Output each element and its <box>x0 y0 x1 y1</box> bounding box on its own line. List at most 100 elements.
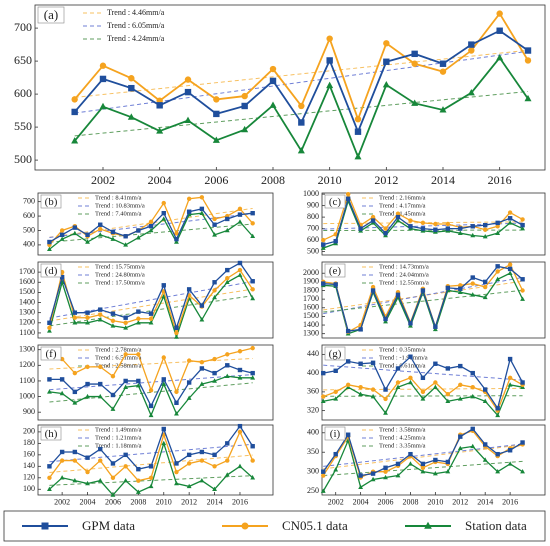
data-point <box>408 379 413 385</box>
data-point <box>241 102 248 110</box>
data-point <box>457 445 463 451</box>
x-tick-label: 2016 <box>502 497 518 506</box>
trend-label: Trend : 4.25mm/a <box>379 434 426 441</box>
data-point <box>161 377 166 382</box>
trend-line <box>49 288 253 322</box>
series-line <box>48 274 254 340</box>
panel-label: (i) <box>330 428 341 440</box>
data-point <box>467 88 475 96</box>
data-point <box>395 461 401 467</box>
data-point <box>470 275 475 280</box>
data-point <box>321 281 326 286</box>
trend-line <box>74 50 529 114</box>
data-point <box>495 406 500 411</box>
data-point <box>496 27 503 34</box>
data-point <box>174 334 179 339</box>
data-point <box>298 119 305 126</box>
trend-label: Trend : 24.04mm/a <box>379 271 429 278</box>
x-tick-label: 2002 <box>328 497 344 506</box>
panel-label-box <box>40 263 62 278</box>
data-point <box>225 363 230 368</box>
trend-label: Trend : 12.55mm/a <box>379 279 429 286</box>
trend-label: Trend : 8.41mm/a <box>95 194 142 201</box>
data-point <box>408 451 413 457</box>
trend-line <box>49 382 253 403</box>
data-point <box>174 236 179 242</box>
data-point <box>212 464 217 469</box>
data-point <box>161 283 166 288</box>
trend-line <box>323 222 523 230</box>
data-point <box>320 398 326 404</box>
data-point <box>507 220 513 225</box>
data-point <box>520 277 525 282</box>
data-point <box>237 349 243 354</box>
data-point <box>161 200 166 206</box>
data-point <box>524 94 532 102</box>
data-point <box>224 472 230 477</box>
data-point <box>468 41 475 48</box>
data-point <box>507 262 513 267</box>
y-tick-label: 500 <box>307 246 319 255</box>
trend-line <box>49 374 253 391</box>
y-tick-label: 800 <box>307 212 319 221</box>
data-point <box>250 295 256 301</box>
data-point <box>72 478 78 483</box>
x-tick-label: 2002 <box>91 173 115 187</box>
data-point <box>345 382 351 388</box>
data-point <box>85 315 90 320</box>
data-point <box>370 471 376 476</box>
y-tick-label: 360 <box>307 387 319 396</box>
data-point <box>269 65 277 73</box>
x-tick-label: 2016 <box>488 173 512 187</box>
data-point <box>495 269 500 274</box>
data-point <box>445 221 451 227</box>
y-tick-label: 2000 <box>303 268 319 277</box>
data-point <box>98 307 103 312</box>
data-point <box>225 267 230 273</box>
panel-label-box <box>324 263 346 278</box>
data-point <box>250 345 255 351</box>
data-point <box>71 108 78 116</box>
trend-label: Trend : 1.18mm/a <box>95 442 142 449</box>
data-point <box>483 387 488 392</box>
data-point <box>186 380 192 385</box>
data-point <box>237 260 243 266</box>
y-tick-label: 500 <box>14 152 32 166</box>
trend-label: Trend : 14.73mm/a <box>379 263 429 270</box>
data-point <box>85 232 90 238</box>
data-point <box>470 426 475 432</box>
data-point <box>395 211 401 216</box>
data-point <box>225 216 230 222</box>
data-point <box>326 81 334 89</box>
data-point <box>354 152 362 160</box>
data-point <box>237 375 243 380</box>
data-point <box>98 222 103 227</box>
data-point <box>383 474 388 480</box>
data-point <box>250 444 255 449</box>
trend-label: Trend : 1.21mm/a <box>95 434 142 441</box>
x-tick-label: 2002 <box>54 497 70 506</box>
data-point <box>135 382 141 388</box>
data-point <box>483 279 488 285</box>
data-point <box>483 442 488 447</box>
data-point <box>408 321 413 326</box>
data-point <box>123 384 129 389</box>
data-point <box>225 352 230 357</box>
y-tick-label: 1800 <box>303 285 319 294</box>
y-tick-label: 600 <box>14 86 32 100</box>
data-point <box>496 53 504 61</box>
data-point <box>321 473 326 478</box>
data-point <box>199 303 205 308</box>
data-point <box>520 380 525 385</box>
plot-frame <box>321 424 546 496</box>
data-point <box>98 381 103 387</box>
y-tick-label: 1700 <box>303 294 319 303</box>
data-point <box>420 465 426 470</box>
data-point <box>520 469 525 474</box>
trend-line <box>323 364 523 381</box>
data-point <box>250 210 255 216</box>
data-point <box>439 68 447 75</box>
plot-frame <box>321 261 546 339</box>
data-point <box>237 463 243 469</box>
data-point <box>333 389 338 395</box>
